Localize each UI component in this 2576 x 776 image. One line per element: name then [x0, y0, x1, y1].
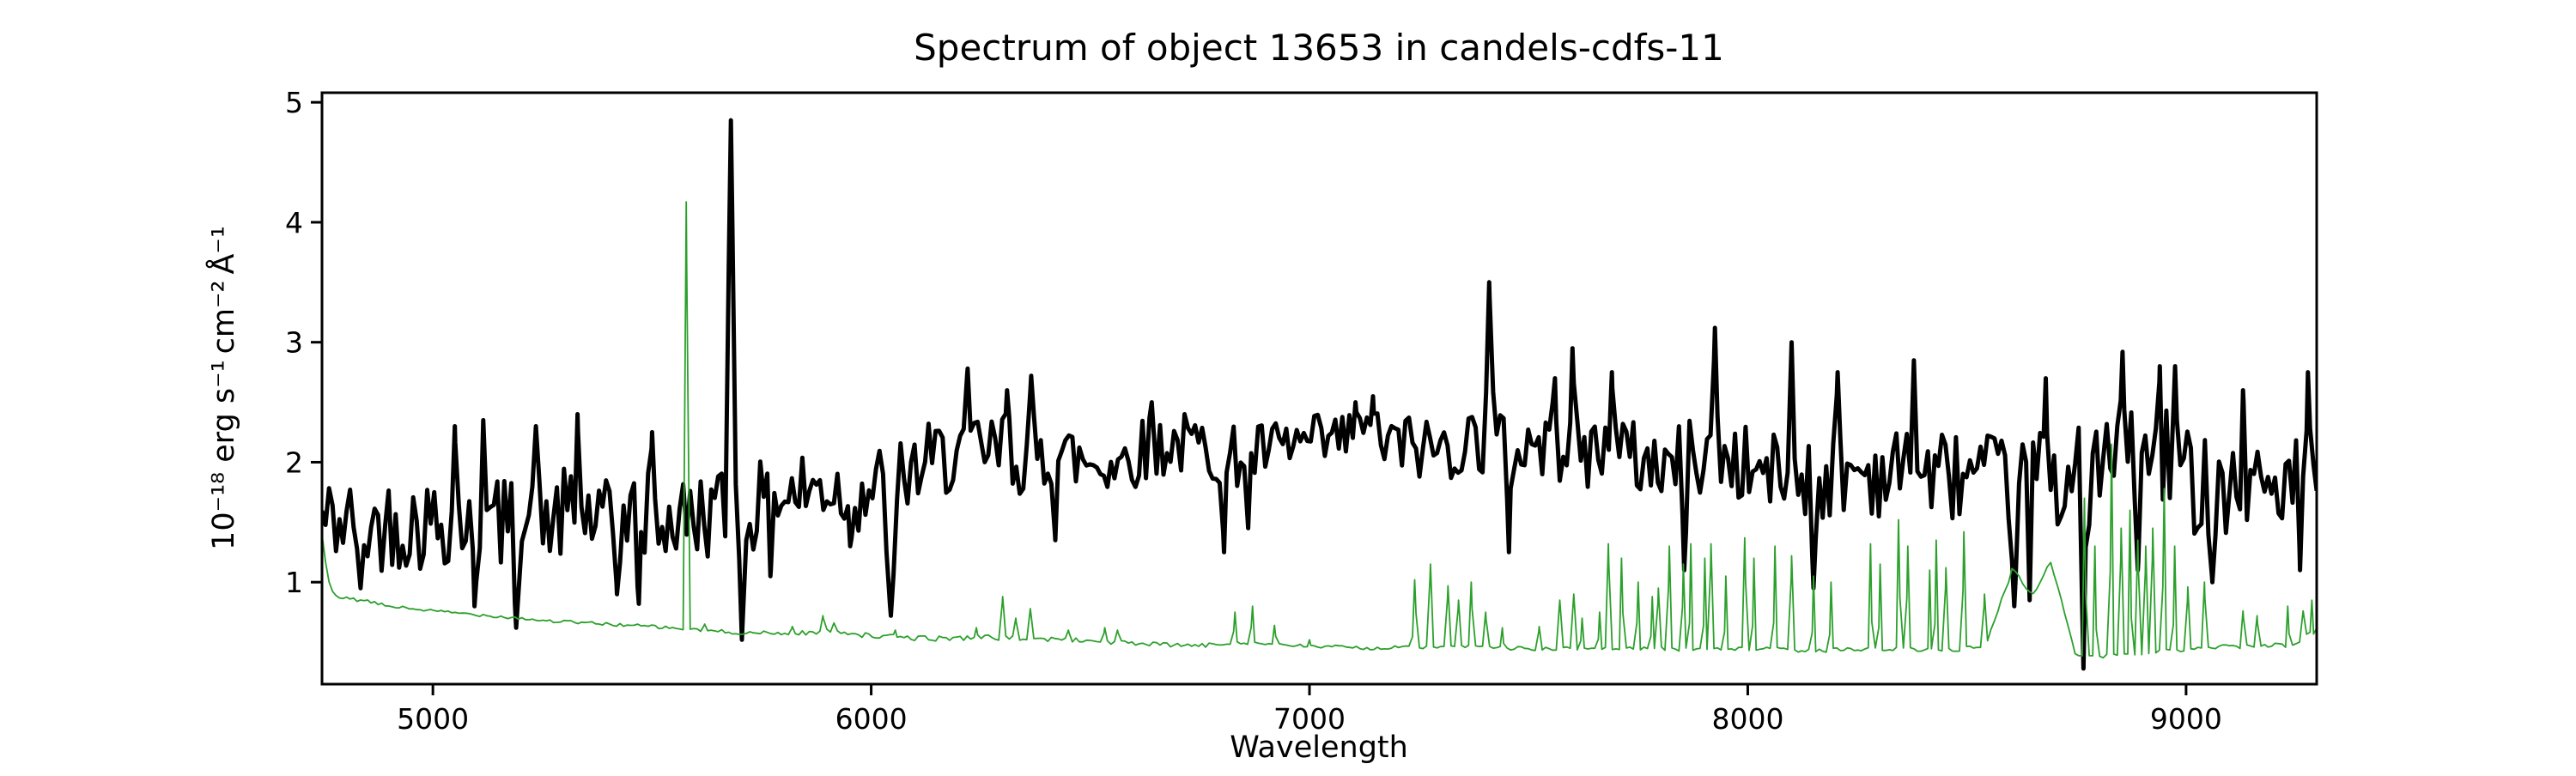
y-axis-ticks: 1 2 3 4 5 — [285, 86, 322, 599]
plot-title: Spectrum of object 13653 in candels-cdfs… — [914, 27, 1724, 69]
flux-line — [322, 118, 2317, 671]
x-tick-label: 9000 — [2150, 702, 2222, 736]
x-tick-label: 6000 — [835, 702, 908, 736]
y-axis-label: 10⁻¹⁸ erg s⁻¹ cm⁻² Å⁻¹ — [204, 226, 241, 550]
y-tick-label: 5 — [285, 86, 303, 119]
y-tick-label: 1 — [285, 566, 303, 599]
y-tick-label: 2 — [285, 446, 303, 479]
y-tick-label: 4 — [285, 206, 303, 239]
x-tick-label: 7000 — [1273, 702, 1346, 736]
y-tick-label: 3 — [285, 326, 303, 360]
plot-border — [320, 91, 2318, 686]
x-tick-label: 5000 — [397, 702, 469, 736]
error-line — [322, 201, 2317, 659]
x-tick-label: 8000 — [1711, 702, 1783, 736]
x-axis-label: Wavelength — [1230, 731, 1408, 765]
x-axis-ticks: 5000 6000 7000 8000 9000 — [397, 684, 2222, 736]
